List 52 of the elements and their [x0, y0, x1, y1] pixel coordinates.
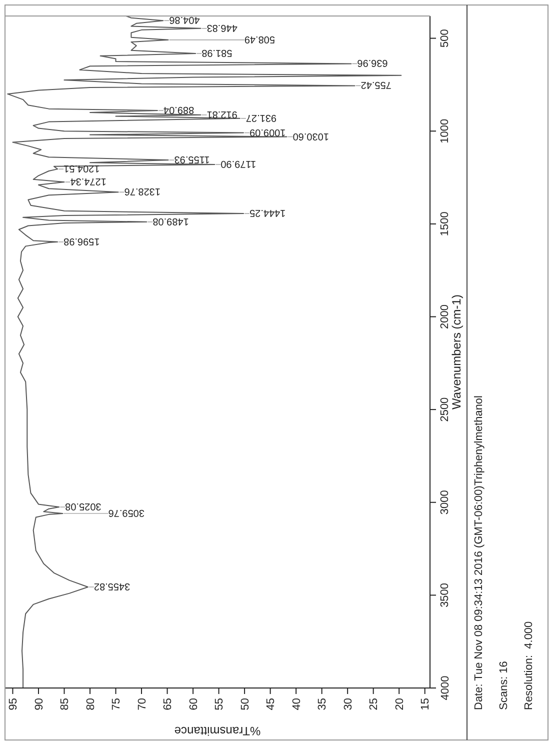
x-tick-label: 60: [188, 698, 200, 710]
x-tick-label: 40: [290, 698, 303, 710]
y-tick-label: 2500: [439, 397, 452, 422]
y-tick-label: 3000: [439, 490, 452, 515]
annotation: 636.96: [356, 57, 388, 68]
annotation: 446.83: [206, 22, 238, 33]
y-tick-label: 2000: [439, 304, 452, 329]
annotation: 508.49: [244, 33, 275, 44]
y-tick-label: 3500: [439, 582, 452, 608]
annotation: 3059.76: [108, 506, 144, 518]
annotation: 581.98: [201, 46, 232, 58]
annotation: 1596.98: [63, 235, 100, 246]
x-tick-label: 35: [316, 698, 329, 710]
x-tick-label: 85: [59, 698, 72, 710]
x-tick-label: 15: [420, 698, 432, 710]
x-tick-label: 80: [84, 698, 97, 710]
x-axis-title: %Transmittance: [174, 724, 261, 738]
y-tick-label: 1000: [439, 118, 452, 144]
annotation: 1179.90: [220, 158, 256, 169]
annotation: 755.42: [360, 79, 392, 90]
x-tick-label: 95: [8, 698, 20, 710]
annotation: 1328.76: [124, 186, 160, 197]
annotation: 404.86: [168, 14, 200, 26]
annotation: 3455.82: [94, 580, 130, 592]
x-tick-label: 65: [162, 698, 174, 710]
annotation: 1030.60: [292, 130, 329, 142]
annotation: 1489.08: [152, 215, 189, 226]
x-tick-label: 45: [265, 698, 278, 710]
text: Date: Tue Nov 08 09:34:13 2016 (GMT-06:00)Triphenylmethanol: [472, 396, 485, 710]
annotation: 3025.08: [64, 500, 102, 512]
text: Scans: 16: [498, 661, 510, 710]
x-tick-label: 55: [214, 698, 226, 710]
y-tick-label: 4000: [439, 676, 452, 700]
y-axis-title: Wavenumbers (cm-1): [449, 294, 464, 410]
annotation: 912.81: [206, 108, 238, 120]
text: Resolution: 4.000: [522, 621, 535, 710]
x-tick-label: 20: [394, 698, 406, 710]
x-tick-label: 50: [239, 698, 252, 710]
x-tick-label: 90: [33, 698, 46, 710]
x-tick-label: 75: [110, 698, 123, 710]
x-tick-label: 70: [136, 698, 148, 710]
annotation: 889.04: [163, 104, 194, 115]
annotation: 1155.93: [174, 154, 210, 165]
x-tick-label: 30: [342, 698, 354, 710]
y-tick-label: 1500: [439, 212, 452, 236]
annotation: 1444.25: [249, 207, 286, 218]
y-tick-label: 500: [439, 29, 452, 48]
annotation: 1009.09: [249, 126, 286, 138]
annotation: 1204.51: [63, 162, 100, 174]
x-tick-label: 25: [368, 698, 380, 710]
annotation: 1274.34: [70, 176, 106, 187]
annotation: 931.27: [245, 112, 277, 123]
